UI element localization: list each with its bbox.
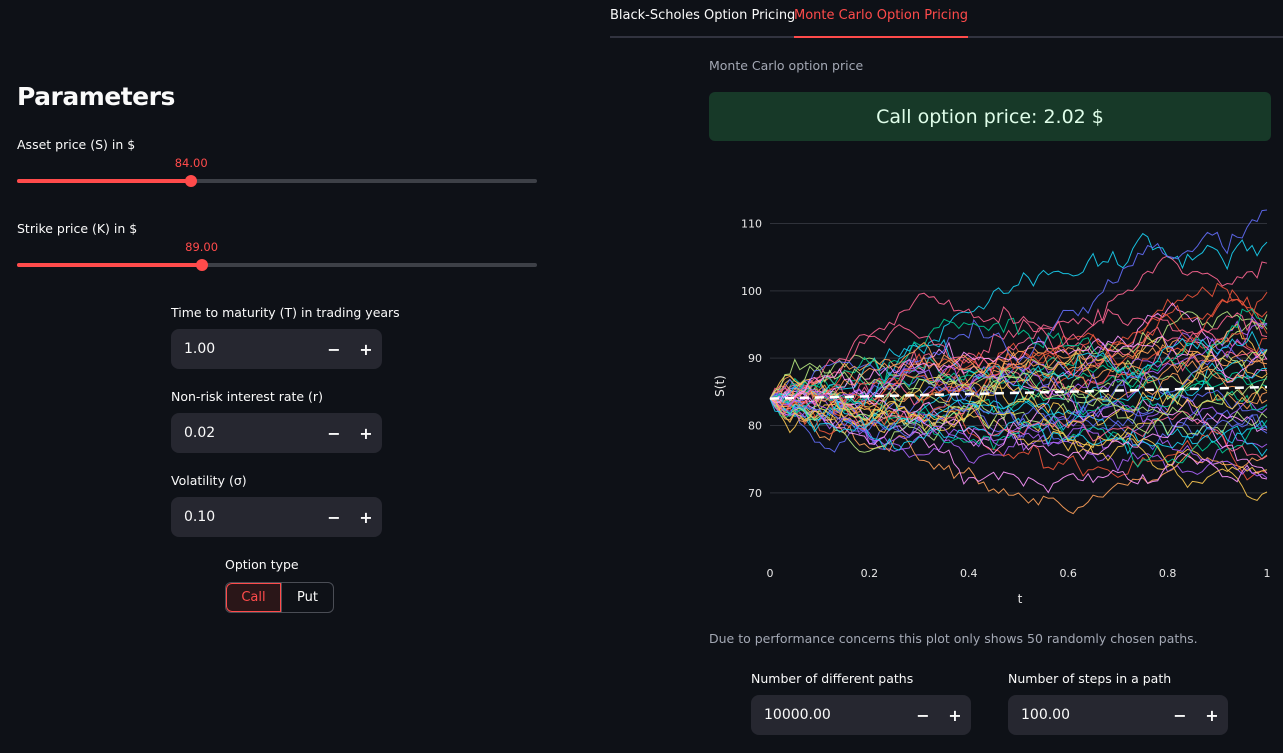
simulated-path (769, 350, 1268, 406)
parameters-title: Parameters (17, 82, 175, 111)
y-tick-label: 80 (748, 420, 762, 433)
y-tick-label: 110 (741, 217, 762, 230)
x-tick-label: 0 (767, 567, 774, 580)
simulated-path (770, 349, 1268, 453)
x-tick-label: 1 (1264, 567, 1271, 580)
rate-value[interactable]: 0.02 (184, 425, 216, 441)
chart-x-label: t (1018, 592, 1023, 606)
option-put-button[interactable]: Put (281, 583, 333, 612)
simulated-path (769, 358, 1268, 421)
paths-count-input[interactable]: 10000.00 − + (751, 695, 971, 735)
chart-mean-line (769, 385, 1268, 400)
mean-path-line (769, 385, 1268, 400)
x-tick-label: 0.2 (861, 567, 879, 580)
rate-label: Non-risk interest rate (r) (171, 389, 323, 404)
simulated-path (769, 398, 1268, 479)
steps-count-input[interactable]: 100.00 − + (1008, 695, 1228, 735)
steps-count-increment-button[interactable]: + (1205, 705, 1219, 725)
simulated-path (769, 394, 1268, 438)
strike-price-slider-thumb[interactable] (195, 259, 208, 271)
volatility-value[interactable]: 0.10 (184, 509, 216, 525)
strike-price-label: Strike price (K) in $ (17, 221, 138, 236)
strike-price-slider-fill (17, 263, 202, 267)
paths-count-value[interactable]: 10000.00 (764, 707, 831, 723)
maturity-decrement-button[interactable]: − (327, 339, 341, 359)
simulated-path (769, 341, 1268, 411)
x-tick-label: 0.6 (1059, 567, 1077, 580)
y-tick-label: 90 (748, 352, 762, 365)
simulated-path (769, 335, 1268, 404)
volatility-increment-button[interactable]: + (359, 507, 373, 527)
rate-increment-button[interactable]: + (359, 423, 373, 443)
option-price-result: Call option price: 2.02 $ (709, 92, 1271, 141)
monte-carlo-paths-chart: 70 80 90 100 110 0 0.2 0.4 0.6 0.8 1 t S(t) (713, 209, 1271, 606)
maturity-input[interactable]: 1.00 − + (171, 329, 382, 369)
asset-price-slider-thumb[interactable] (185, 175, 198, 187)
simulated-path (769, 379, 1268, 489)
rate-decrement-button[interactable]: − (327, 423, 341, 443)
asset-price-value: 84.00 (174, 156, 208, 170)
maturity-increment-button[interactable]: + (359, 339, 373, 359)
x-tick-label: 0.8 (1159, 567, 1177, 580)
paths-count-label: Number of different paths (751, 671, 914, 686)
tab-monte-carlo[interactable]: Monte Carlo Option Pricing (794, 8, 969, 38)
paths-count-decrement-button[interactable]: − (916, 705, 930, 725)
asset-price-slider[interactable] (17, 175, 537, 187)
simulated-path (769, 292, 1268, 415)
option-type-toggle[interactable]: Call Put (225, 582, 334, 613)
chart-paths (769, 209, 1268, 515)
tab-black-scholes[interactable]: Black-Scholes Option Pricing (610, 8, 796, 23)
option-call-button[interactable]: Call (226, 583, 281, 612)
x-tick-label: 0.4 (960, 567, 978, 580)
maturity-value[interactable]: 1.00 (184, 341, 216, 357)
volatility-label: Volatility (σ) (171, 473, 247, 488)
simulated-path (769, 365, 1268, 453)
simulated-path (769, 314, 1268, 436)
asset-price-slider-fill (17, 179, 192, 183)
result-caption: Monte Carlo option price (709, 58, 864, 73)
asset-price-label: Asset price (S) in $ (17, 137, 136, 152)
simulated-path (769, 394, 1268, 494)
strike-price-value: 89.00 (185, 240, 219, 254)
simulated-path (769, 315, 1268, 406)
volatility-input[interactable]: 0.10 − + (171, 497, 382, 537)
volatility-decrement-button[interactable]: − (327, 507, 341, 527)
simulated-path (769, 255, 1268, 401)
simulated-path (769, 351, 1268, 404)
rate-input[interactable]: 0.02 − + (171, 413, 382, 453)
strike-price-slider[interactable] (17, 259, 537, 271)
simulated-path (769, 398, 1268, 475)
simulated-path (769, 371, 1268, 427)
simulated-path (769, 398, 1268, 515)
chart-y-label: S(t) (713, 375, 727, 397)
steps-count-label: Number of steps in a path (1008, 671, 1172, 686)
chart-x-ticks: 0 0.2 0.4 0.6 0.8 1 (767, 567, 1271, 580)
y-tick-label: 100 (741, 285, 762, 298)
steps-count-value[interactable]: 100.00 (1021, 707, 1070, 723)
chart-y-ticks: 70 80 90 100 110 (741, 217, 762, 499)
y-tick-label: 70 (748, 487, 762, 500)
maturity-label: Time to maturity (T) in trading years (171, 305, 400, 320)
simulated-path (769, 368, 1268, 474)
option-type-label: Option type (225, 557, 299, 572)
paths-count-increment-button[interactable]: + (948, 705, 962, 725)
simulated-path (769, 393, 1268, 468)
paths-note: Due to performance concerns this plot on… (709, 631, 1198, 646)
steps-count-decrement-button[interactable]: − (1173, 705, 1187, 725)
